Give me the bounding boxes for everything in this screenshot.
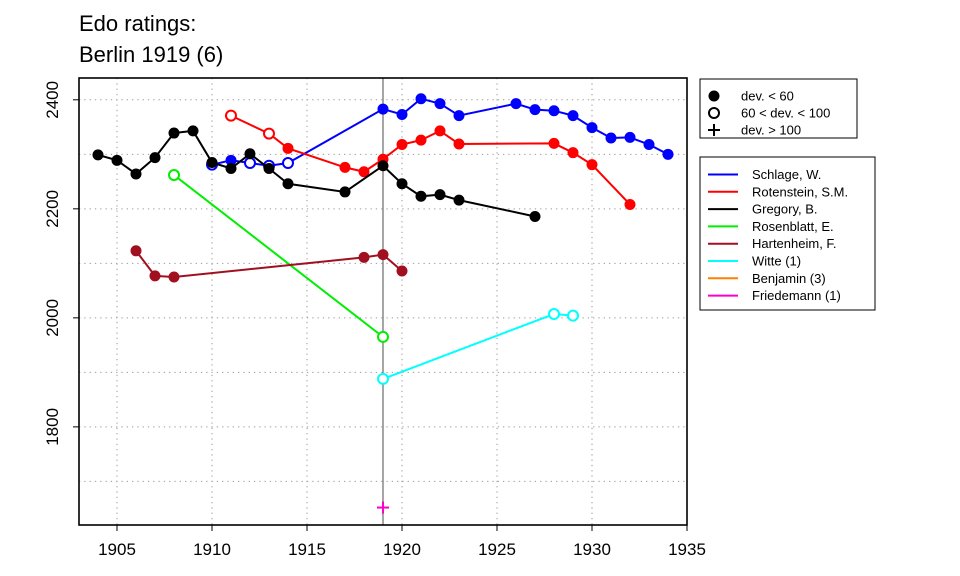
data-point <box>377 372 389 385</box>
series-legend-label: Hartenheim, F. <box>752 236 837 251</box>
x-tick-label: 1930 <box>573 540 611 559</box>
marker-legend: dev. < 60 60 < dev. < 100 dev. > 100 <box>699 78 858 139</box>
data-point <box>377 103 389 115</box>
data-point <box>168 271 180 283</box>
marker-legend-symbol <box>708 107 720 119</box>
data-point <box>263 162 275 174</box>
data-point <box>415 134 427 146</box>
grid-layer <box>79 78 687 525</box>
data-point <box>586 122 598 134</box>
data-point <box>643 139 655 151</box>
data-point <box>415 190 427 202</box>
data-point <box>358 166 370 178</box>
marker-legend-label: dev. > 100 <box>741 123 801 138</box>
y-tick-label: 1800 <box>43 408 62 446</box>
data-point <box>339 186 351 198</box>
data-point <box>434 125 446 137</box>
data-point <box>396 139 408 151</box>
data-point <box>434 189 446 201</box>
marker-legend-symbol <box>708 124 720 136</box>
x-tick-label: 1915 <box>288 540 326 559</box>
data-point <box>358 251 370 263</box>
x-tick-label: 1935 <box>668 540 706 559</box>
data-point <box>453 110 465 122</box>
series-line <box>173 174 384 338</box>
data-point <box>586 159 598 171</box>
series-layer <box>92 93 674 514</box>
series-legend: Schlage, W. Rotenstein, S.M. Gregory, B. Ro… <box>699 156 876 311</box>
data-point <box>662 148 674 160</box>
data-point <box>225 109 237 122</box>
data-point <box>206 156 218 168</box>
series-legend-label: Benjamin (3) <box>752 271 826 286</box>
y-tick-label: 2400 <box>43 81 62 119</box>
data-point <box>130 245 142 257</box>
data-point <box>282 157 294 170</box>
data-point <box>168 127 180 139</box>
data-point <box>529 104 541 116</box>
data-point <box>130 168 142 180</box>
data-point <box>282 142 294 154</box>
data-point <box>111 154 123 166</box>
series-legend-label: Rosenblatt, E. <box>752 219 834 234</box>
x-tick-label: 1925 <box>478 540 516 559</box>
marker-legend-label: 60 < dev. < 100 <box>741 106 830 121</box>
data-point <box>149 270 161 282</box>
y-tick-label: 2000 <box>43 299 62 337</box>
data-point <box>396 178 408 190</box>
plot-area-border <box>78 77 688 526</box>
data-point <box>624 198 636 210</box>
x-tick-label: 1905 <box>98 540 136 559</box>
data-point <box>453 138 465 150</box>
data-point <box>567 110 579 122</box>
data-point <box>605 132 617 144</box>
data-point <box>529 210 541 222</box>
data-point <box>149 152 161 164</box>
series-legend-label: Gregory, B. <box>752 202 818 217</box>
data-point <box>434 98 446 110</box>
x-tick-label: 1910 <box>193 540 231 559</box>
data-point <box>453 194 465 206</box>
data-point <box>263 127 275 140</box>
data-point <box>396 265 408 277</box>
series-legend-label: Friedemann (1) <box>752 288 841 303</box>
data-point <box>168 169 180 182</box>
x-tick-label: 1920 <box>383 540 421 559</box>
series-legend-label: Schlage, W. <box>752 167 821 182</box>
series-legend-box <box>699 156 876 311</box>
data-point <box>377 330 389 343</box>
data-point <box>92 149 104 161</box>
axis-layer: 1905 1910 1915 1920 1925 1930 1935 1800 2000 2200… <box>43 81 706 559</box>
data-point <box>282 178 294 190</box>
data-point <box>225 162 237 174</box>
data-point <box>244 157 256 170</box>
data-point <box>244 148 256 160</box>
marker-legend-label: dev. < 60 <box>741 89 794 104</box>
data-point <box>567 309 579 322</box>
chart-title-line-2: Berlin 1919 (6) <box>79 42 224 67</box>
data-point <box>548 137 560 149</box>
data-point <box>624 131 636 143</box>
marker-legend-symbol <box>708 90 720 102</box>
series-line <box>382 313 574 380</box>
data-point <box>339 161 351 173</box>
data-point <box>510 98 522 110</box>
chart-title-line-1: Edo ratings: <box>79 11 197 36</box>
data-point <box>548 308 560 321</box>
series-legend-label: Witte (1) <box>752 254 801 269</box>
data-point <box>187 125 199 137</box>
data-point <box>377 501 389 514</box>
data-point <box>396 109 408 121</box>
marker-legend-box <box>699 78 858 139</box>
data-point <box>548 105 560 117</box>
data-point <box>377 249 389 261</box>
series-legend-label: Rotenstein, S.M. <box>752 184 848 199</box>
data-point <box>567 147 579 159</box>
data-point <box>377 160 389 172</box>
data-point <box>415 93 427 105</box>
y-tick-label: 2200 <box>43 190 62 228</box>
